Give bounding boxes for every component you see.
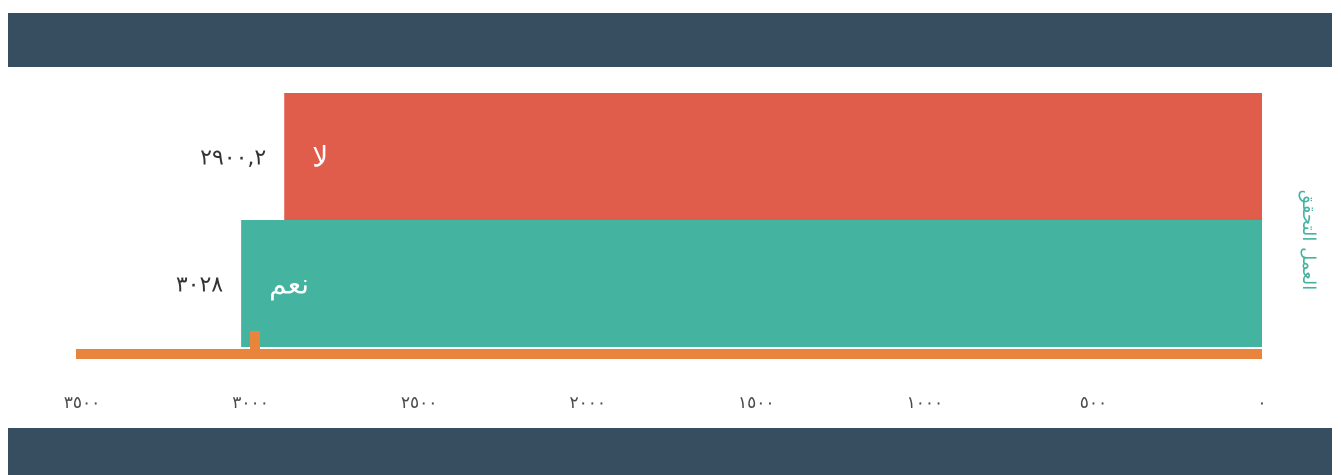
x-tick-label: ٣٠٠٠ xyxy=(232,393,269,413)
x-axis-line xyxy=(76,349,1262,359)
x-tick-label: ٠ xyxy=(1257,393,1266,413)
category-label: نعم xyxy=(269,268,309,301)
x-tick-label: ٢٥٠٠ xyxy=(401,393,438,413)
x-tick-label: ٣٥٠٠ xyxy=(64,393,101,413)
bar-1 xyxy=(284,93,1263,220)
y-axis-label: العمل التحقق xyxy=(1298,190,1319,291)
category-label: لا xyxy=(312,141,328,174)
bottom-band xyxy=(8,428,1332,475)
x-tick-label: ١٠٠٠ xyxy=(907,393,944,413)
x-tick-label: ٥٠٠ xyxy=(1080,393,1107,413)
bar-2 xyxy=(241,220,1263,347)
value-label: ٣٠٢٨ xyxy=(176,273,223,298)
x-tick-label: ٢٠٠٠ xyxy=(569,393,606,413)
top-band xyxy=(8,13,1332,67)
x-axis-marker xyxy=(250,331,260,351)
x-tick-label: ١٥٠٠ xyxy=(738,393,775,413)
value-label: ٢٩٠٠,٢ xyxy=(200,146,266,171)
